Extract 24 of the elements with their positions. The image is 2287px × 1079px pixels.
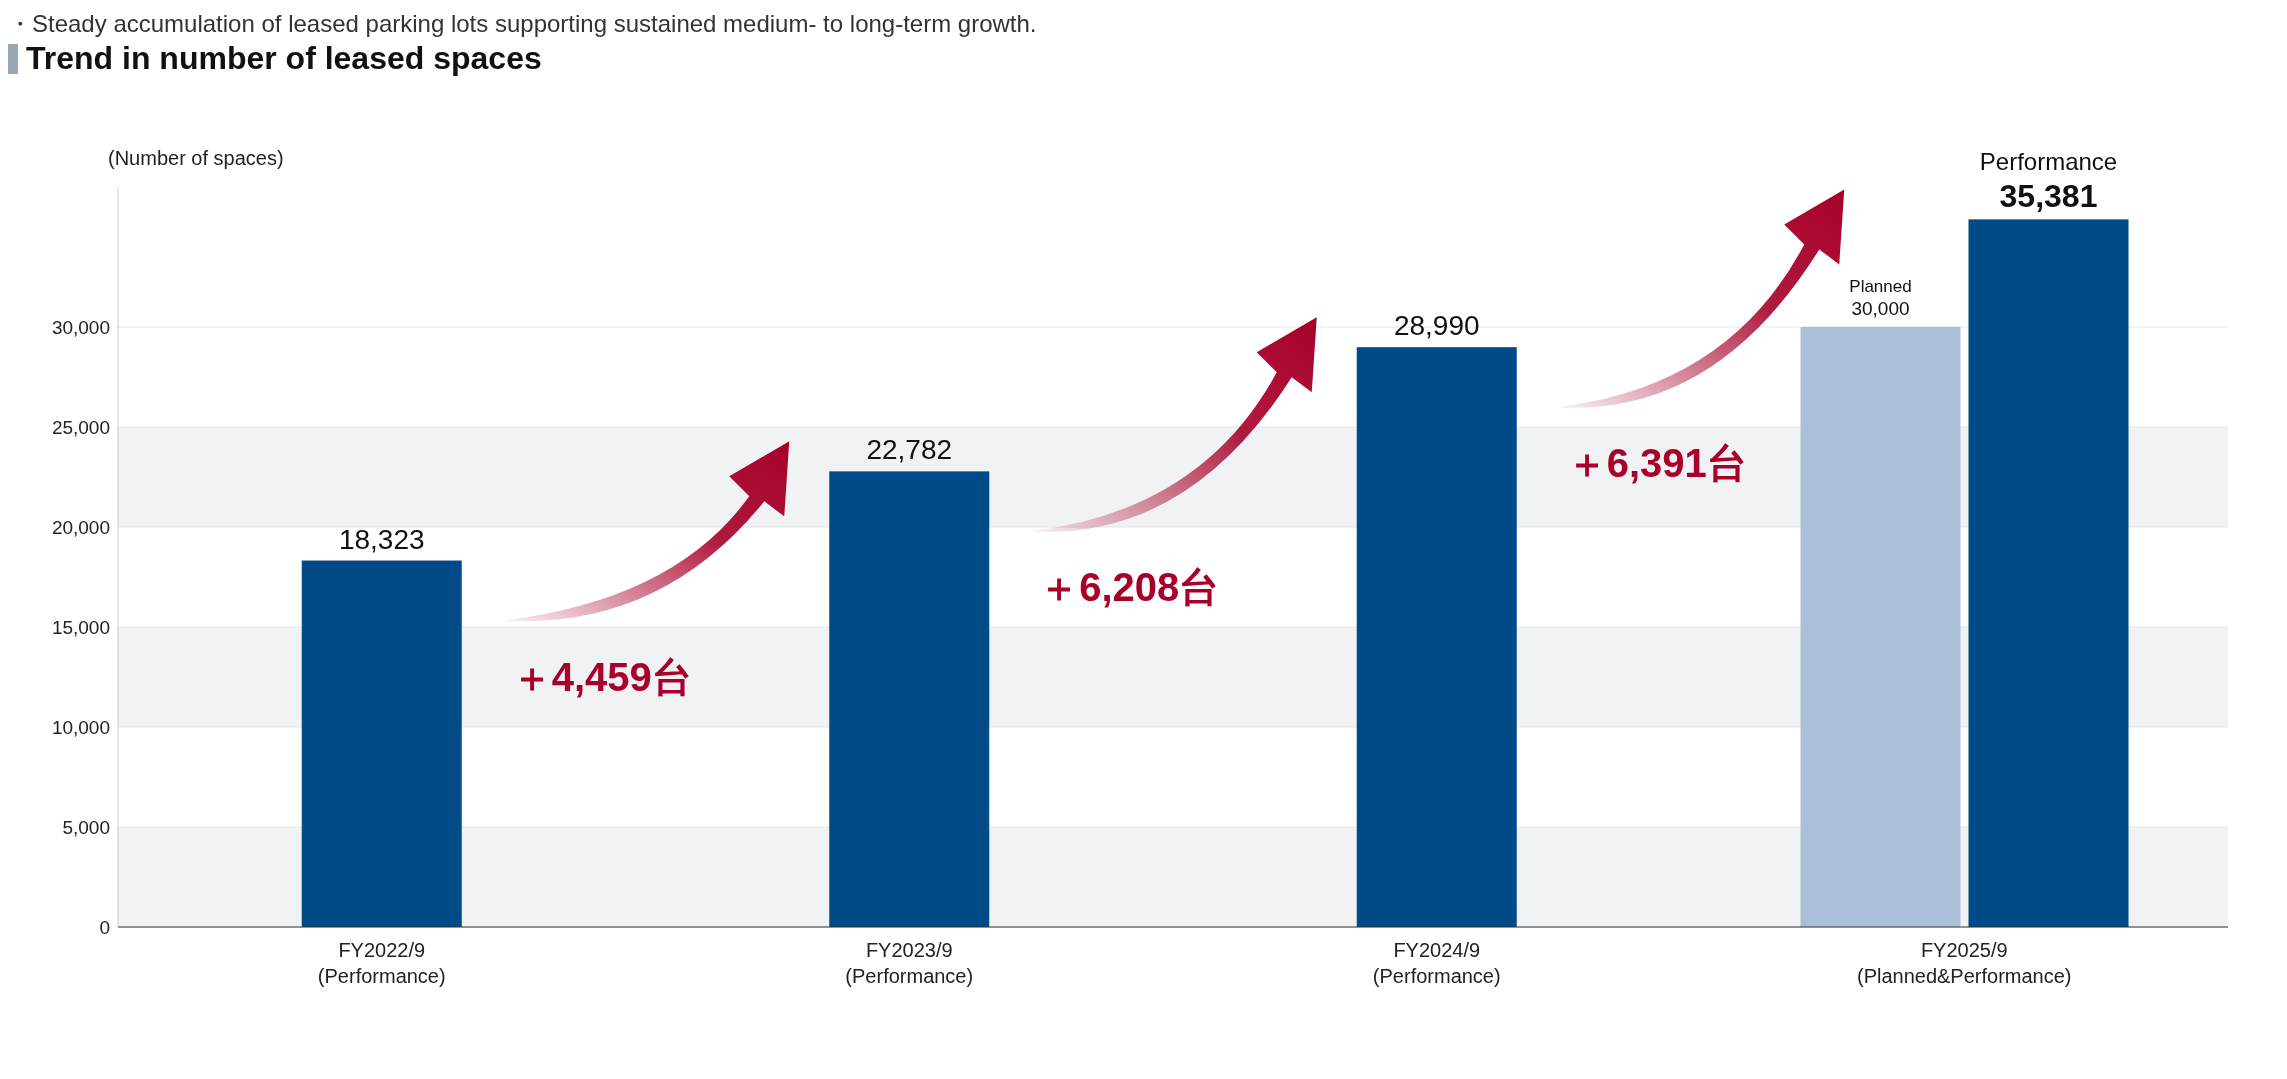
annotation: ＋6,391台 xyxy=(1566,441,1747,486)
data-label: 18,323 xyxy=(338,523,425,555)
y-tick-label: 25,000 xyxy=(51,416,110,438)
y-tick-label: 5,000 xyxy=(62,816,110,838)
y-tick-label: 30,000 xyxy=(51,316,110,338)
y-tick-label: 10,000 xyxy=(51,716,110,738)
y-tick-label: 15,000 xyxy=(51,616,110,638)
series-label: Performance xyxy=(1979,148,2118,176)
x-tick-label: FY2023/9 (Performance) xyxy=(845,939,974,987)
y-tick-label: 20,000 xyxy=(51,516,110,538)
y-axis-title: (Number of spaces) xyxy=(108,147,284,170)
chart-title: Trend in number of leased spaces xyxy=(25,40,543,77)
annotation: ＋4,459台 xyxy=(511,654,692,699)
y-tick-label: 0 xyxy=(99,916,110,938)
x-tick-label: FY2022/9 (Performance) xyxy=(317,939,446,987)
data-label: 30,000 xyxy=(1851,298,1910,319)
data-label: 28,990 xyxy=(1393,310,1480,342)
x-tick-label: FY2024/9 (Performance) xyxy=(1372,939,1501,987)
data-label: 35,381 xyxy=(1999,178,2098,215)
text: ・Steady accumulation of leased parking lots supporting sustained medium- to long-term growth. xyxy=(8,9,1038,39)
series-label: Planned xyxy=(1849,277,1912,297)
annotation: ＋6,208台 xyxy=(1039,565,1220,610)
x-tick-label: FY2025/9 (Planned&Performance) xyxy=(1856,939,2072,987)
data-label: 22,782 xyxy=(866,434,953,466)
